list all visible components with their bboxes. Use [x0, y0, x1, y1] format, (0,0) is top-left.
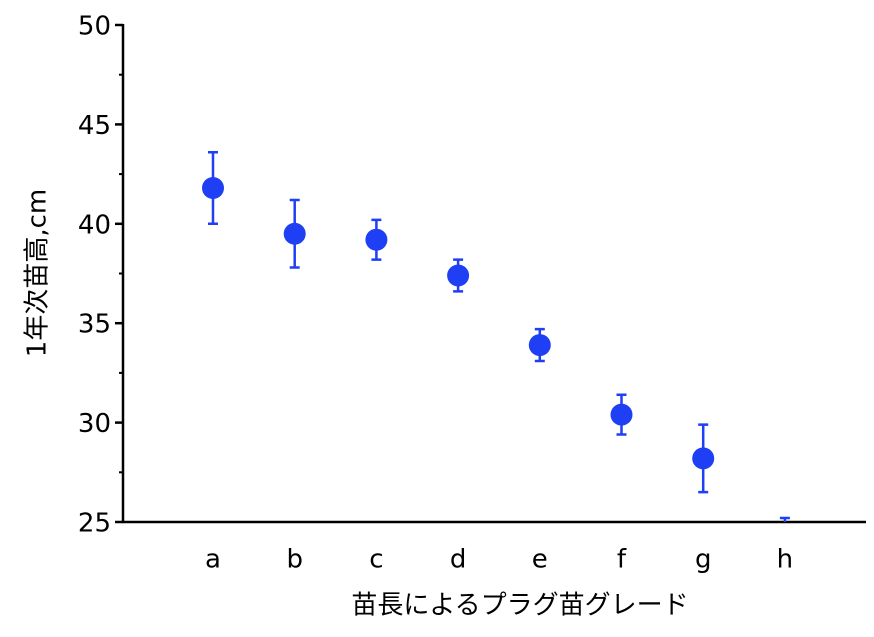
- y-tick-label: 40: [78, 210, 111, 240]
- point: [692, 447, 715, 470]
- point: [447, 264, 470, 287]
- x-axis-label: 苗長によるプラグ苗グレード: [351, 591, 688, 621]
- y-tick-label: 35: [78, 310, 111, 340]
- x-tick-label: c: [369, 545, 383, 575]
- x-tick-label: a: [205, 545, 221, 575]
- point: [202, 177, 224, 200]
- x-tick-label: d: [450, 545, 467, 575]
- x-tick-label: e: [532, 545, 548, 575]
- y-axis-label: 1年次苗高,cm: [23, 189, 53, 357]
- point: [610, 403, 633, 426]
- x-tick-label: g: [695, 545, 712, 575]
- x-tick-label: f: [617, 545, 627, 575]
- y-tick-label: 45: [78, 111, 111, 141]
- y-tick-label: 25: [78, 509, 111, 539]
- y-tick-label: 50: [78, 12, 111, 42]
- x-tick-label: b: [286, 545, 303, 575]
- error-bar: [779, 516, 790, 522]
- x-tick-label: h: [777, 545, 793, 575]
- point: [528, 334, 551, 357]
- plot-area: [202, 150, 790, 522]
- y-tick-label: 30: [78, 409, 111, 439]
- point: [283, 222, 306, 245]
- point: [365, 228, 388, 251]
